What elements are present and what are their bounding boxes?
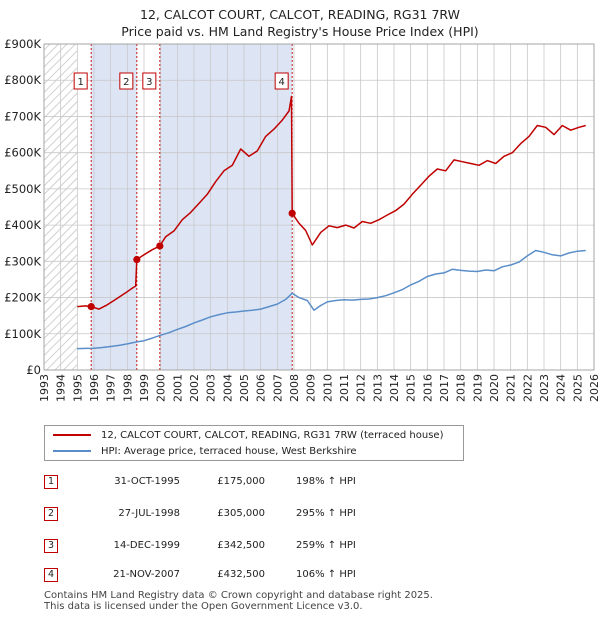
x-tick-label: 2001 (171, 374, 184, 402)
x-tick-label: 2024 (555, 374, 568, 402)
x-tick-label: 2004 (221, 374, 234, 402)
x-tick-label: 2010 (321, 374, 334, 402)
y-tick-label: £800K (4, 73, 41, 87)
price-paid-line (77, 95, 586, 310)
x-tick-label: 2002 (188, 374, 201, 402)
y-tick-label: £900K (4, 37, 41, 51)
transaction-row: 2 27-JUL-1998 £305,000 295% ↑ HPI (0, 503, 600, 525)
x-tick-label: 1997 (105, 374, 118, 402)
x-tick-label: 2006 (255, 374, 268, 402)
legend-swatch-hpi (53, 450, 91, 452)
x-tick-label: 1993 (38, 374, 51, 402)
y-tick-label: £100K (4, 327, 41, 341)
x-tick-label: 2011 (338, 374, 351, 402)
x-tick-label: 1999 (138, 374, 151, 402)
transaction-label-box (73, 72, 88, 90)
hpi-line (77, 249, 586, 350)
transaction-point (156, 242, 164, 250)
plot-frame (43, 43, 595, 371)
x-tick-label: 2014 (388, 374, 401, 402)
x-tick-label: 2012 (355, 374, 368, 402)
transaction-label: 2 (123, 77, 129, 88)
transaction-date: 21-NOV-2007 (113, 569, 180, 580)
y-tick-label: £400K (4, 218, 41, 232)
ownership-period-shade (91, 44, 137, 370)
transaction-hpi-change: 295% ↑ HPI (296, 508, 356, 519)
transaction-hpi-change: 198% ↑ HPI (296, 476, 356, 487)
transaction-point (133, 255, 141, 264)
legend-label-price: 12, CALCOT COURT, CALCOT, READING, RG31 … (101, 430, 444, 441)
y-tick-label: £700K (4, 109, 41, 123)
legend-label-hpi: HPI: Average price, terraced house, West… (101, 446, 357, 457)
transaction-price: £342,500 (217, 540, 265, 551)
transaction-number-badge: 4 (44, 568, 58, 582)
transaction-row: 3 14-DEC-1999 £342,500 259% ↑ HPI (0, 535, 600, 557)
x-tick-label: 2015 (405, 374, 418, 402)
x-tick-label: 1994 (55, 374, 68, 402)
x-tick-label: 2026 (588, 374, 600, 402)
transaction-number-badge: 3 (44, 539, 58, 553)
chart-title-line1: 12, CALCOT COURT, CALCOT, READING, RG31 … (140, 7, 460, 22)
legend-swatch-price (53, 434, 91, 436)
y-tick-label: £500K (4, 182, 41, 196)
transaction-point (87, 303, 95, 311)
chart-title: 12, CALCOT COURT, CALCOT, READING, RG31 … (0, 6, 600, 40)
x-tick-label: 2016 (421, 374, 434, 402)
transaction-row: 1 31-OCT-1995 £175,000 198% ↑ HPI (0, 471, 600, 493)
transaction-row: 4 21-NOV-2007 £432,500 106% ↑ HPI (0, 564, 600, 586)
transaction-date: 27-JUL-1998 (118, 508, 180, 519)
x-tick-label: 1995 (71, 374, 84, 402)
x-tick-label: 2009 (305, 374, 318, 402)
transaction-hpi-change: 259% ↑ HPI (296, 540, 356, 551)
transaction-price: £305,000 (217, 508, 265, 519)
x-tick-label: 2007 (271, 374, 284, 402)
legend-item-hpi: HPI: Average price, terraced house, West… (53, 444, 357, 460)
chart-title-line2: Price paid vs. HM Land Registry's House … (121, 24, 479, 39)
x-tick-label: 2021 (505, 374, 518, 402)
footer-attribution: Contains HM Land Registry data © Crown c… (44, 590, 433, 612)
transaction-date: 14-DEC-1999 (113, 540, 180, 551)
transaction-hpi-change: 106% ↑ HPI (296, 569, 356, 580)
ownership-period-shade (159, 44, 293, 370)
y-tick-label: £200K (4, 291, 41, 305)
price-chart: 1 2 3 4 £0 £100K £200K £300K £400K £500K £600K £700… (4, 37, 600, 402)
transaction-price: £175,000 (217, 476, 265, 487)
y-tick-label: £600K (4, 146, 41, 160)
x-tick-label: 2000 (155, 374, 168, 402)
transaction-label-box (142, 72, 157, 90)
x-tick-label: 2013 (371, 374, 384, 402)
x-tick-label: 2020 (488, 374, 501, 402)
x-tick-label: 2022 (521, 374, 534, 402)
transaction-number-badge: 1 (44, 475, 58, 489)
x-tick-label: 1998 (121, 374, 134, 402)
transaction-price: £432,500 (217, 569, 265, 580)
x-tick-label: 1996 (88, 374, 101, 402)
transaction-number-badge: 2 (44, 507, 58, 521)
x-tick-label: 2019 (471, 374, 484, 402)
x-tick-label: 2005 (238, 374, 251, 402)
legend: 12, CALCOT COURT, CALCOT, READING, RG31 … (44, 425, 464, 461)
legend-item-price: 12, CALCOT COURT, CALCOT, READING, RG31 … (53, 428, 444, 444)
transaction-label: 3 (146, 77, 152, 88)
x-tick-label: 2023 (538, 374, 551, 402)
x-tick-label: 2003 (205, 374, 218, 402)
transaction-label: 1 (77, 77, 83, 88)
transaction-label-box (119, 72, 134, 90)
transaction-date: 31-OCT-1995 (114, 476, 180, 487)
transaction-point (288, 209, 296, 217)
transaction-label-box (274, 72, 289, 90)
y-tick-label: £0 (26, 363, 41, 377)
x-tick-label: 2008 (288, 374, 301, 402)
y-tick-label: £300K (4, 254, 41, 268)
x-tick-label: 2017 (438, 374, 451, 402)
transaction-label: 4 (278, 77, 284, 88)
x-tick-label: 2018 (455, 374, 468, 402)
x-tick-label: 2025 (571, 374, 584, 402)
